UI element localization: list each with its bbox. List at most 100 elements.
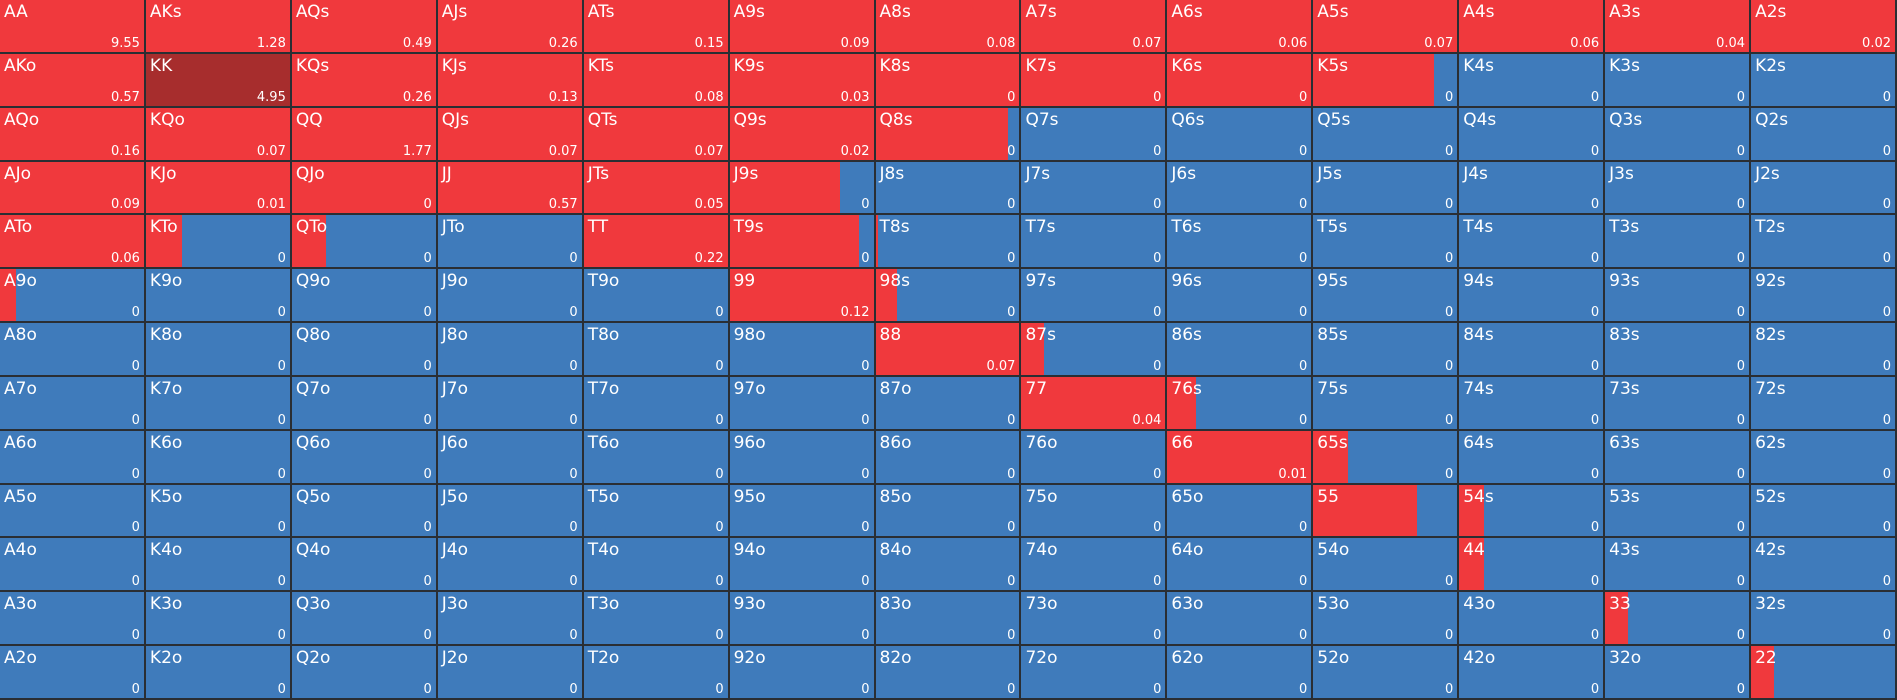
hand-cell-52s[interactable]: 52s 0 [1751, 484, 1897, 539]
hand-cell-k7s[interactable]: K7s 0 [1021, 53, 1168, 108]
hand-cell-ajo[interactable]: AJo 0.09 [0, 161, 146, 216]
hand-cell-93s[interactable]: 93s 0 [1605, 269, 1752, 324]
hand-cell-kto[interactable]: KTo 0 [145, 215, 292, 270]
hand-cell-t3s[interactable]: T3s 0 [1605, 215, 1752, 270]
hand-cell-76o[interactable]: 76o 0 [1021, 430, 1168, 485]
hand-cell-84s[interactable]: 84s 0 [1459, 323, 1606, 377]
hand-cell-j6o[interactable]: J6o 0 [437, 430, 584, 485]
hand-cell-kqo[interactable]: KQo 0.07 [145, 107, 292, 162]
hand-cell-82o[interactable]: 82o 0 [875, 646, 1022, 700]
hand-cell-75o[interactable]: 75o 0 [1021, 484, 1168, 539]
hand-cell-k7o[interactable]: K7o 0 [145, 376, 292, 431]
hand-cell-q8o[interactable]: Q8o 0 [291, 323, 438, 377]
hand-cell-74o[interactable]: 74o 0 [1021, 538, 1168, 593]
hand-cell-j4s[interactable]: J4s 0 [1459, 161, 1606, 216]
hand-cell-54s[interactable]: 54s 0 [1459, 484, 1606, 539]
hand-cell-a9o[interactable]: A9o 0 [0, 269, 146, 324]
hand-cell-63o[interactable]: 63o 0 [1167, 592, 1314, 647]
hand-cell-t4o[interactable]: T4o 0 [583, 538, 730, 593]
hand-cell-k5o[interactable]: K5o 0 [145, 484, 292, 539]
hand-cell-k2o[interactable]: K2o 0 [145, 646, 292, 700]
hand-cell-98o[interactable]: 98o 0 [729, 323, 876, 377]
hand-cell-k9s[interactable]: K9s 0.03 [729, 53, 876, 108]
hand-cell-52o[interactable]: 52o 0 [1313, 646, 1460, 700]
hand-cell-kjo[interactable]: KJo 0.01 [145, 161, 292, 216]
hand-cell-73s[interactable]: 73s 0 [1605, 376, 1752, 431]
hand-cell-k5s[interactable]: K5s 0 [1313, 53, 1460, 108]
hand-cell-76s[interactable]: 76s 0 [1167, 376, 1314, 431]
hand-cell-q4s[interactable]: Q4s 0 [1459, 107, 1606, 162]
hand-cell-q8s[interactable]: Q8s 0 [875, 107, 1022, 162]
hand-cell-qto[interactable]: QTo 0 [291, 215, 438, 270]
hand-cell-ajs[interactable]: AJs 0.26 [437, 0, 584, 54]
hand-cell-94s[interactable]: 94s 0 [1459, 269, 1606, 324]
hand-cell-j7o[interactable]: J7o 0 [437, 376, 584, 431]
hand-cell-a8o[interactable]: A8o 0 [0, 323, 146, 377]
hand-cell-53o[interactable]: 53o 0 [1313, 592, 1460, 647]
hand-cell-93o[interactable]: 93o 0 [729, 592, 876, 647]
hand-cell-jts[interactable]: JTs 0.05 [583, 161, 730, 216]
hand-cell-96s[interactable]: 96s 0 [1167, 269, 1314, 324]
hand-cell-99[interactable]: 99 0.12 [729, 269, 876, 324]
hand-cell-32o[interactable]: 32o 0 [1605, 646, 1752, 700]
hand-cell-ato[interactable]: ATo 0.06 [0, 215, 146, 270]
hand-cell-a4o[interactable]: A4o 0 [0, 538, 146, 593]
hand-cell-j5s[interactable]: J5s 0 [1313, 161, 1460, 216]
hand-cell-a7s[interactable]: A7s 0.07 [1021, 0, 1168, 54]
hand-cell-qts[interactable]: QTs 0.07 [583, 107, 730, 162]
hand-cell-k3o[interactable]: K3o 0 [145, 592, 292, 647]
hand-cell-q5o[interactable]: Q5o 0 [291, 484, 438, 539]
hand-cell-q3o[interactable]: Q3o 0 [291, 592, 438, 647]
hand-cell-a5o[interactable]: A5o 0 [0, 484, 146, 539]
hand-cell-96o[interactable]: 96o 0 [729, 430, 876, 485]
hand-cell-k8o[interactable]: K8o 0 [145, 323, 292, 377]
hand-cell-62o[interactable]: 62o 0 [1167, 646, 1314, 700]
hand-cell-95o[interactable]: 95o 0 [729, 484, 876, 539]
hand-cell-a2s[interactable]: A2s 0.02 [1751, 0, 1897, 54]
hand-cell-75s[interactable]: 75s 0 [1313, 376, 1460, 431]
hand-cell-77[interactable]: 77 0.04 [1021, 376, 1168, 431]
hand-cell-64o[interactable]: 64o 0 [1167, 538, 1314, 593]
hand-cell-42o[interactable]: 42o 0 [1459, 646, 1606, 700]
hand-cell-42s[interactable]: 42s 0 [1751, 538, 1897, 593]
hand-cell-aqo[interactable]: AQo 0.16 [0, 107, 146, 162]
hand-cell-aqs[interactable]: AQs 0.49 [291, 0, 438, 54]
hand-cell-a8s[interactable]: A8s 0.08 [875, 0, 1022, 54]
hand-cell-66[interactable]: 66 0.01 [1167, 430, 1314, 485]
hand-cell-t5s[interactable]: T5s 0 [1313, 215, 1460, 270]
hand-cell-k9o[interactable]: K9o 0 [145, 269, 292, 324]
hand-cell-tt[interactable]: TT 0.22 [583, 215, 730, 270]
hand-cell-a3o[interactable]: A3o 0 [0, 592, 146, 647]
hand-cell-43o[interactable]: 43o 0 [1459, 592, 1606, 647]
hand-cell-t5o[interactable]: T5o 0 [583, 484, 730, 539]
hand-cell-qjo[interactable]: QJo 0 [291, 161, 438, 216]
hand-cell-k2s[interactable]: K2s 0 [1751, 53, 1897, 108]
hand-cell-a7o[interactable]: A7o 0 [0, 376, 146, 431]
hand-cell-44[interactable]: 44 0 [1459, 538, 1606, 593]
hand-cell-t8s[interactable]: T8s 0 [875, 215, 1022, 270]
hand-cell-q6s[interactable]: Q6s 0 [1167, 107, 1314, 162]
hand-cell-87s[interactable]: 87s 0 [1021, 323, 1168, 377]
hand-cell-97s[interactable]: 97s 0 [1021, 269, 1168, 324]
hand-cell-k4s[interactable]: K4s 0 [1459, 53, 1606, 108]
hand-cell-ats[interactable]: ATs 0.15 [583, 0, 730, 54]
hand-cell-t4s[interactable]: T4s 0 [1459, 215, 1606, 270]
hand-cell-63s[interactable]: 63s 0 [1605, 430, 1752, 485]
hand-cell-kqs[interactable]: KQs 0.26 [291, 53, 438, 108]
hand-cell-87o[interactable]: 87o 0 [875, 376, 1022, 431]
hand-cell-85o[interactable]: 85o 0 [875, 484, 1022, 539]
hand-cell-74s[interactable]: 74s 0 [1459, 376, 1606, 431]
hand-cell-j9o[interactable]: J9o 0 [437, 269, 584, 324]
hand-cell-q5s[interactable]: Q5s 0 [1313, 107, 1460, 162]
hand-cell-q7o[interactable]: Q7o 0 [291, 376, 438, 431]
hand-cell-a5s[interactable]: A5s 0.07 [1313, 0, 1460, 54]
hand-cell-kjs[interactable]: KJs 0.13 [437, 53, 584, 108]
hand-cell-kts[interactable]: KTs 0.08 [583, 53, 730, 108]
hand-cell-qq[interactable]: QQ 1.77 [291, 107, 438, 162]
hand-cell-j3o[interactable]: J3o 0 [437, 592, 584, 647]
hand-cell-53s[interactable]: 53s 0 [1605, 484, 1752, 539]
hand-cell-q2s[interactable]: Q2s 0 [1751, 107, 1897, 162]
hand-cell-ako[interactable]: AKo 0.57 [0, 53, 146, 108]
hand-cell-83o[interactable]: 83o 0 [875, 592, 1022, 647]
hand-cell-85s[interactable]: 85s 0 [1313, 323, 1460, 377]
